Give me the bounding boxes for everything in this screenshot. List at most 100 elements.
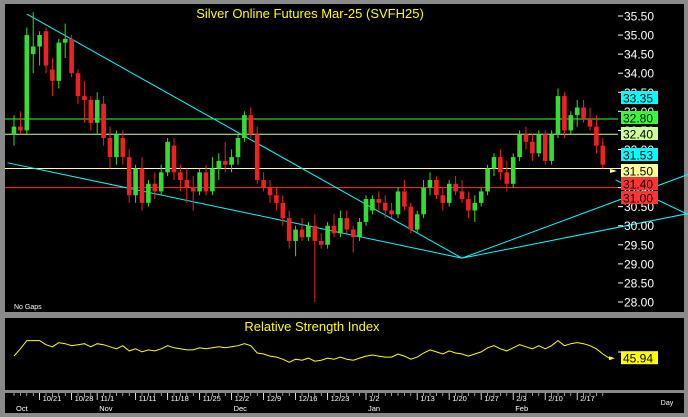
candle-30: [203, 164, 209, 196]
candle-body: [504, 172, 510, 184]
candle-31: [210, 157, 215, 196]
candle-body: [549, 134, 554, 161]
x-date-label: 1/13: [420, 394, 435, 403]
candle-body: [299, 229, 305, 238]
candle-54: [357, 218, 362, 241]
candle-55: [363, 195, 369, 226]
candle-90: [587, 107, 593, 131]
x-date-label: 12/9: [267, 394, 282, 403]
candle-49: [325, 221, 330, 249]
candle-body: [434, 179, 439, 196]
candle-body: [472, 202, 478, 211]
candle-body: [357, 221, 362, 238]
candle-body: [555, 96, 561, 135]
candle-body: [184, 179, 190, 188]
candle-body: [523, 134, 529, 142]
candle-body: [158, 172, 164, 192]
candle-32: [216, 153, 222, 180]
no-gaps-note: No Gaps: [14, 304, 42, 311]
candle-body: [510, 157, 516, 184]
price-tick-label: 28.00: [624, 296, 654, 310]
candle-body: [152, 183, 158, 192]
trend-line-1: [7, 162, 463, 259]
candle-81: [530, 134, 535, 161]
candle-14: [101, 96, 106, 146]
candle-7: [56, 38, 62, 89]
candle-body: [594, 126, 599, 146]
candle-18: [126, 149, 132, 203]
candle-body: [325, 225, 330, 245]
candle-79: [517, 130, 522, 161]
candle-19: [133, 164, 138, 203]
candle-body: [466, 199, 471, 211]
candle-59: [389, 202, 394, 219]
candle-76: [498, 149, 503, 180]
candle-body: [376, 199, 382, 203]
candle-58: [382, 195, 388, 219]
price-tick-label: 34.50: [624, 48, 654, 62]
candle-body: [171, 145, 177, 173]
candle-body: [491, 157, 497, 169]
candle-83: [542, 130, 548, 165]
candle-body: [216, 160, 222, 169]
price-label-text: 31.53: [623, 149, 653, 163]
x-date-label: 12/16: [299, 394, 318, 403]
candle-82: [536, 130, 542, 158]
candle-78: [510, 153, 516, 188]
price-label-3: 31.53: [621, 148, 658, 163]
candle-62: [408, 202, 414, 234]
candle-39: [261, 172, 266, 192]
candle-body: [11, 126, 17, 135]
candle-63: [414, 210, 420, 234]
candle-body: [120, 138, 126, 158]
candle-4: [37, 31, 42, 66]
x-date-label: 2/10: [548, 394, 563, 403]
x-month-label-3: Jan: [368, 404, 380, 413]
candle-15: [107, 126, 113, 169]
candle-80: [523, 126, 529, 150]
candle-body: [267, 187, 273, 196]
candle-53: [350, 225, 356, 253]
candle-72: [472, 195, 478, 222]
x-date-label: 1/20: [452, 394, 467, 403]
price-tick-label: 30.00: [624, 219, 654, 233]
candle-3: [30, 12, 36, 74]
candle-9: [69, 35, 74, 78]
price-label-4: 31.50: [621, 164, 658, 179]
price-tick-label: 29.00: [624, 257, 654, 271]
price-label-text: 31.40: [623, 178, 653, 192]
candle-92: [600, 138, 606, 169]
candle-35: [235, 134, 241, 165]
candle-67: [440, 187, 446, 211]
candle-48: [318, 233, 324, 249]
candle-body: [43, 31, 49, 66]
candle-68: [446, 179, 452, 207]
candle-body: [248, 115, 254, 135]
candle-body: [88, 99, 94, 123]
x-month-label-0: Oct: [16, 404, 29, 413]
x-date-label: 10/21: [43, 394, 62, 403]
x-date-label: 11/25: [203, 394, 221, 403]
candle-16: [114, 130, 119, 165]
candle-body: [280, 202, 286, 219]
candle-body: [453, 183, 458, 192]
price-label-text: 33.35: [623, 92, 653, 106]
candle-64: [421, 179, 426, 219]
candle-60: [395, 187, 401, 219]
candle-body: [517, 134, 522, 158]
candle-body: [542, 134, 548, 161]
candle-body: [446, 183, 452, 203]
x-date-label: 11/11: [139, 394, 157, 403]
x-date-label: 11/1: [100, 394, 114, 403]
candle-25: [171, 138, 177, 180]
candle-body: [107, 138, 113, 158]
candle-body: [242, 115, 247, 139]
rsi-pointer: [609, 356, 615, 361]
candle-91: [594, 115, 599, 154]
price-label-1: 32.80: [621, 111, 658, 126]
candle-61: [402, 179, 407, 211]
candle-body: [440, 195, 446, 203]
candle-8: [62, 23, 68, 58]
candle-body: [574, 107, 580, 116]
x-date-label: 1/27: [484, 394, 499, 403]
